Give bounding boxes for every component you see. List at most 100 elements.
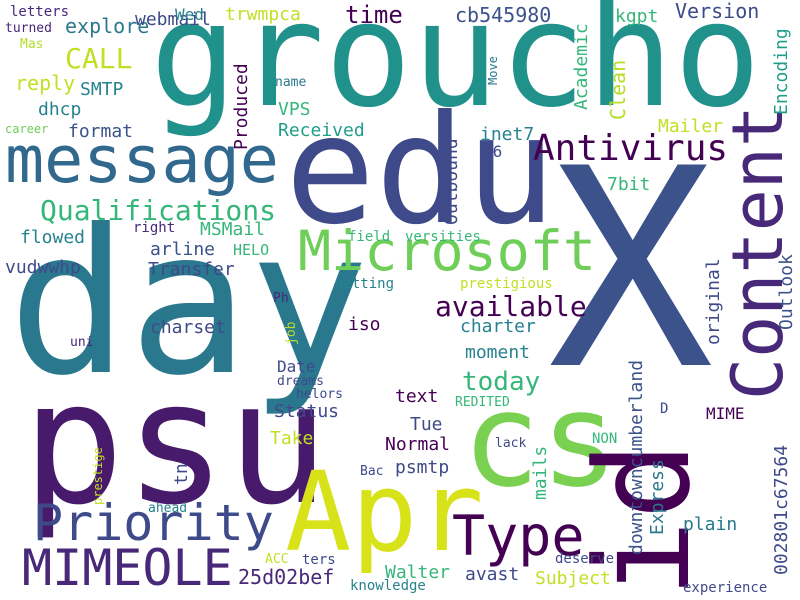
word: charset <box>150 317 226 338</box>
word: Produced <box>231 63 252 150</box>
word: Received <box>278 120 365 141</box>
word: Content <box>717 105 799 400</box>
word: kgpt <box>615 6 658 27</box>
word: Transfer <box>148 259 235 280</box>
word: uni <box>70 335 93 350</box>
word: name <box>275 75 306 90</box>
word: cs <box>462 364 619 516</box>
word: turned <box>5 21 52 36</box>
word: prestigious <box>460 276 553 292</box>
word: available <box>435 290 587 323</box>
word: downtowncumberland <box>626 360 647 555</box>
word: text <box>395 386 438 407</box>
word: mails <box>530 446 551 500</box>
word: prestige <box>91 447 105 505</box>
word: cb545980 <box>455 3 551 27</box>
word: Status <box>274 401 339 422</box>
word: 002801c67564 <box>771 445 792 575</box>
word: Take <box>270 428 313 449</box>
word: groucho <box>150 0 761 140</box>
word: id <box>567 441 719 598</box>
word: Encoding <box>771 28 792 115</box>
word: getting <box>335 276 394 292</box>
word: Microsoft <box>298 219 596 283</box>
word: deserve <box>555 551 614 567</box>
word: flowed <box>20 227 85 248</box>
word: original <box>703 258 724 345</box>
word: Apr <box>285 448 484 576</box>
word: inet7 <box>480 124 534 145</box>
word: dreams <box>277 374 324 389</box>
word: D <box>660 401 668 417</box>
word: VPS <box>278 99 311 120</box>
word: Outbound <box>441 138 462 225</box>
word: Walter <box>385 562 450 583</box>
word: Subject <box>535 568 611 589</box>
word: Date <box>277 357 316 376</box>
word: psu <box>22 345 329 543</box>
word: reply <box>15 71 75 95</box>
word: day <box>8 187 369 420</box>
word: career <box>5 122 48 136</box>
word: job <box>284 321 299 345</box>
word: today <box>462 367 540 397</box>
word: helors <box>296 387 343 402</box>
word: avast <box>465 564 519 585</box>
word: Priority <box>33 494 274 552</box>
word: HELO <box>233 241 269 259</box>
word: knowledge <box>350 578 426 594</box>
word: field <box>348 229 390 245</box>
word: CALL <box>65 42 132 75</box>
word: Mailer <box>658 116 723 137</box>
word: moment <box>465 342 530 363</box>
word: Type <box>452 504 584 568</box>
word: message <box>5 123 279 198</box>
word: arline <box>150 239 215 260</box>
word: vudwwhp <box>5 257 81 278</box>
word: iso <box>348 314 381 335</box>
word: edu <box>285 84 556 258</box>
word: tn <box>171 463 192 485</box>
word: ACC <box>265 552 288 567</box>
word: V6 <box>483 142 502 161</box>
word: MSMail <box>200 219 265 240</box>
word: explore <box>65 14 149 38</box>
word: Ph <box>273 291 289 306</box>
word: Mas <box>20 37 43 52</box>
word: Version <box>675 0 759 23</box>
word: time <box>345 1 403 29</box>
word: 25d02bef <box>238 565 334 589</box>
word: letters <box>10 4 69 20</box>
word: NON <box>592 431 617 447</box>
word: 7bit <box>607 174 650 195</box>
word: ahead <box>148 501 187 516</box>
word: versities <box>405 229 481 245</box>
word: Clean <box>606 60 630 120</box>
word: Qualifications <box>40 194 276 227</box>
word: Outlook <box>776 254 797 330</box>
word: MIMEOLE <box>22 539 233 597</box>
word: Tue <box>410 414 443 435</box>
word: plain <box>683 514 737 535</box>
word: ters <box>302 552 336 568</box>
word: Move <box>486 56 500 85</box>
word: Bac <box>360 464 383 479</box>
word: SMTP <box>80 79 124 100</box>
word: dhcp <box>38 99 81 120</box>
word: right <box>133 220 175 236</box>
word: lack <box>495 436 526 451</box>
word: Wed <box>175 5 204 24</box>
word: X <box>548 110 714 430</box>
word: psmtp <box>395 457 449 478</box>
word: Academic <box>571 23 592 110</box>
word: Express <box>647 459 668 535</box>
word: MIME <box>706 404 745 423</box>
word: webmail <box>135 9 211 30</box>
word: Normal <box>385 434 450 455</box>
word: charter <box>460 316 536 337</box>
word: experience <box>683 580 767 596</box>
word: format <box>68 121 133 142</box>
word: trwmpca <box>225 4 301 25</box>
